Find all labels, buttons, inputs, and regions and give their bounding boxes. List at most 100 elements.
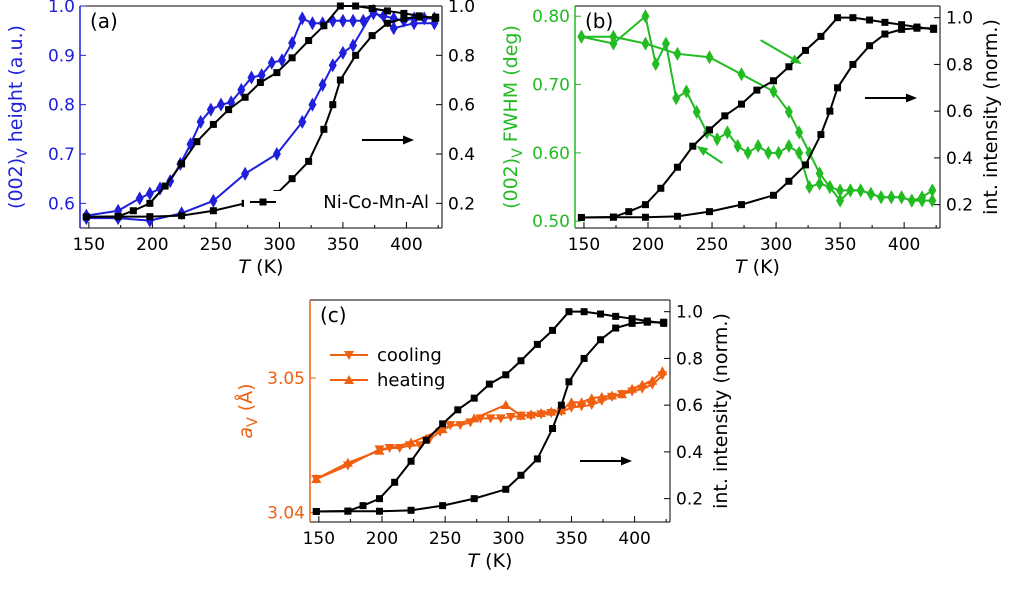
data-point xyxy=(502,371,510,379)
data-point xyxy=(305,157,313,165)
data-point xyxy=(517,471,525,479)
data-point xyxy=(349,13,358,28)
data-point xyxy=(432,13,440,21)
data-point xyxy=(368,32,376,40)
data-point xyxy=(641,36,650,51)
right-axis-arrow-head xyxy=(403,135,414,145)
data-point xyxy=(241,166,250,181)
x-tick-label: 350 xyxy=(555,529,587,549)
data-point xyxy=(415,13,423,21)
x-tick-label: 400 xyxy=(390,235,422,255)
data-point xyxy=(721,112,729,120)
data-point xyxy=(565,308,573,316)
data-point xyxy=(288,54,296,62)
data-point xyxy=(311,473,322,483)
data-point xyxy=(795,125,804,140)
data-point xyxy=(502,485,510,493)
y-left-tick-label: 0.9 xyxy=(48,46,75,66)
data-point xyxy=(784,139,793,154)
data-point xyxy=(834,84,842,92)
data-point xyxy=(877,190,886,205)
data-point xyxy=(802,161,810,169)
data-point xyxy=(359,502,367,510)
data-point xyxy=(407,506,415,514)
data-point xyxy=(256,78,264,86)
y-right-axis-label: int. intensity (norm.) xyxy=(710,313,732,509)
data-point xyxy=(216,97,225,112)
data-point xyxy=(673,46,682,61)
data-point xyxy=(898,21,906,29)
data-point xyxy=(193,138,201,146)
y-right-tick-label: 0.2 xyxy=(448,194,475,214)
y-left-tick-label: 3.04 xyxy=(267,504,305,524)
data-point xyxy=(437,424,448,434)
data-point xyxy=(135,191,144,206)
data-point xyxy=(308,97,317,112)
data-point xyxy=(342,457,353,467)
data-point xyxy=(764,145,773,160)
series-line-1 xyxy=(86,9,435,222)
data-point xyxy=(753,86,761,94)
data-point xyxy=(754,139,763,154)
data-point xyxy=(470,495,478,503)
x-tick-label: 250 xyxy=(696,235,728,255)
data-point xyxy=(628,319,636,327)
x-tick-label: 300 xyxy=(760,235,792,255)
data-point xyxy=(439,420,447,428)
legend-marker-heating xyxy=(344,375,354,384)
data-point xyxy=(672,91,681,106)
data-point xyxy=(641,201,649,209)
data-point xyxy=(577,213,585,221)
data-point xyxy=(352,51,360,59)
data-point xyxy=(536,408,547,418)
data-point xyxy=(918,193,927,208)
data-point xyxy=(82,213,90,221)
data-point xyxy=(267,55,276,70)
data-point xyxy=(641,9,650,24)
data-point xyxy=(606,390,617,400)
legend-label-heating: heating xyxy=(377,370,445,391)
y-right-tick-label: 1.0 xyxy=(676,303,703,323)
data-point xyxy=(114,213,122,221)
y-right-tick-label: 1.0 xyxy=(448,0,475,17)
data-point xyxy=(178,212,186,220)
data-point xyxy=(689,142,697,150)
data-point xyxy=(517,357,525,365)
data-point xyxy=(770,77,778,85)
data-point xyxy=(769,84,778,99)
series-line-0 xyxy=(315,374,664,480)
data-point xyxy=(368,4,376,12)
data-point xyxy=(660,318,668,326)
data-point xyxy=(298,114,307,129)
data-point xyxy=(349,38,358,53)
data-point xyxy=(897,190,906,205)
data-point xyxy=(928,183,937,198)
data-point xyxy=(546,406,557,416)
y-right-tick-label: 0.6 xyxy=(946,102,973,122)
data-point xyxy=(470,394,478,402)
data-point xyxy=(928,193,937,208)
data-point xyxy=(836,183,845,198)
data-point xyxy=(495,414,506,424)
data-point xyxy=(196,114,205,129)
data-point xyxy=(805,145,814,160)
data-point xyxy=(312,507,320,515)
data-point xyxy=(826,107,834,115)
data-point xyxy=(737,201,745,209)
data-point xyxy=(422,436,430,444)
data-point xyxy=(383,7,391,15)
data-point xyxy=(406,437,417,447)
data-point xyxy=(391,478,399,486)
data-point xyxy=(375,507,383,515)
data-point xyxy=(557,401,565,409)
data-point xyxy=(586,393,597,403)
data-point xyxy=(389,21,398,36)
data-point xyxy=(375,495,383,503)
data-point xyxy=(881,30,889,38)
data-point xyxy=(705,208,713,216)
y-right-tick-label: 0.2 xyxy=(946,196,973,216)
data-point xyxy=(617,389,627,399)
x-tick-label: 200 xyxy=(136,235,168,255)
data-point xyxy=(930,24,938,32)
series-line-0 xyxy=(581,14,933,203)
